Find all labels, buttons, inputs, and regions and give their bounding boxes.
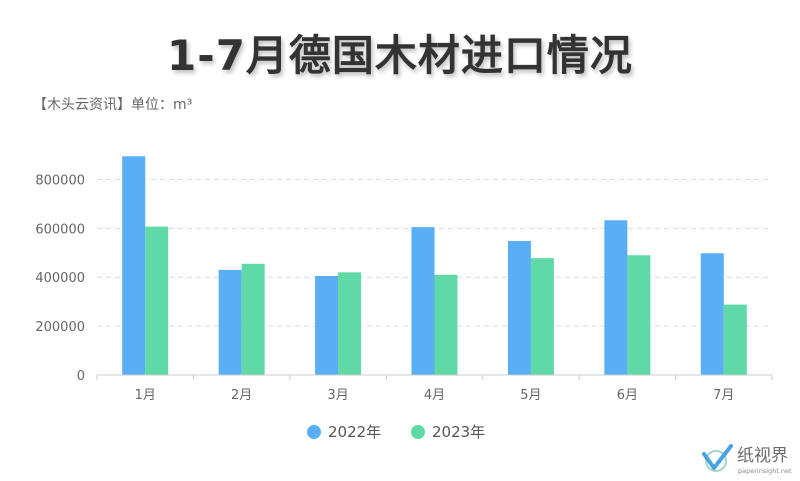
bar-2023[interactable]	[145, 226, 169, 375]
y-tick-label: 400000	[35, 271, 85, 286]
y-tick-label: 800000	[35, 173, 85, 188]
x-axis: 1月 2月 3月 4月 5月 6月 7月	[96, 375, 773, 403]
chart-subtitle: 【木头云资讯】单位：m³	[33, 97, 193, 113]
x-tick-label: 2月	[231, 388, 252, 403]
x-tick-label: 6月	[617, 388, 638, 403]
legend-item-2022[interactable]: 2022年	[307, 423, 381, 441]
chart-title: 1-7月德国木材进口情况	[167, 31, 633, 80]
legend-label: 2023年	[432, 423, 485, 441]
legend[interactable]: 2022年 2023年	[307, 423, 485, 441]
x-tick-label: 4月	[424, 388, 445, 403]
y-tick-label: 600000	[35, 222, 85, 237]
x-tick-label: 7月	[713, 388, 734, 403]
legend-item-2023[interactable]: 2023年	[411, 423, 485, 441]
bar-2023[interactable]	[530, 258, 554, 375]
bar-2023[interactable]	[434, 274, 458, 375]
legend-marker	[307, 425, 321, 439]
legend-marker	[411, 425, 425, 439]
bar-2022[interactable]	[507, 241, 531, 375]
bar-2022[interactable]	[604, 220, 628, 375]
legend-label: 2022年	[328, 423, 381, 441]
bar-2023[interactable]	[338, 272, 362, 375]
logo-check	[702, 444, 733, 470]
bar-2022[interactable]	[315, 276, 339, 375]
bar-2022[interactable]	[122, 156, 146, 375]
x-tick-label: 5月	[520, 388, 541, 403]
bar-2023[interactable]	[241, 263, 265, 375]
y-axis: 0 200000 400000 600000 800000	[35, 173, 85, 384]
bar-2023[interactable]	[723, 304, 747, 375]
bar-2022[interactable]	[218, 269, 242, 375]
x-tick-label: 1月	[135, 388, 156, 403]
bar-2022[interactable]	[700, 253, 724, 375]
bars	[122, 156, 747, 375]
y-tick-label: 200000	[35, 320, 85, 335]
y-tick-label: 0	[77, 369, 85, 384]
check-leaf-logo	[702, 444, 733, 472]
bar-2022[interactable]	[411, 227, 435, 375]
watermark-name-en: paperinsight.net	[738, 467, 792, 475]
bar-2023[interactable]	[627, 255, 651, 375]
logo-ring	[705, 450, 727, 472]
watermark-name-cn: 纸视界	[737, 446, 788, 466]
x-tick-label: 3月	[327, 388, 348, 403]
